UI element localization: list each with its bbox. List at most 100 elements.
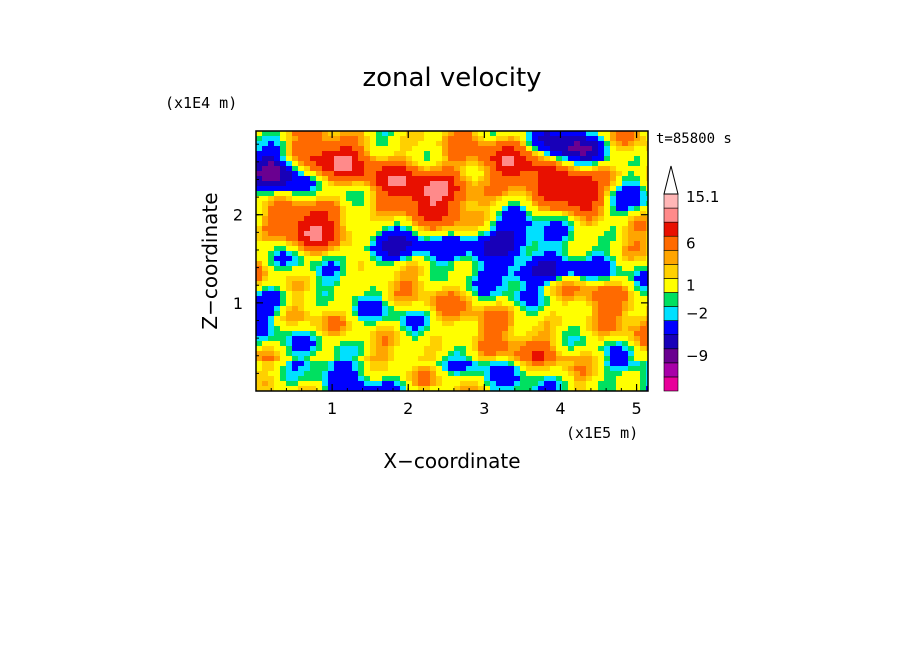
heatmap-cell [400, 221, 407, 227]
heatmap-cell [274, 306, 281, 312]
heatmap-cell [340, 276, 347, 282]
heatmap-cell [340, 261, 347, 267]
heatmap-cell [292, 136, 299, 142]
heatmap-cell [334, 236, 341, 242]
heatmap-cell [466, 216, 473, 222]
heatmap-cell [430, 366, 437, 372]
heatmap-cell [448, 156, 455, 162]
heatmap-cell [610, 291, 617, 297]
heatmap-cell [586, 156, 593, 162]
heatmap-cell [580, 216, 587, 222]
heatmap-cell [496, 196, 503, 202]
heatmap-cell [556, 331, 563, 337]
heatmap-cell [388, 386, 395, 391]
heatmap-cell [568, 156, 575, 162]
heatmap-cell [442, 326, 449, 332]
heatmap-cell [532, 211, 539, 217]
heatmap-cell [556, 296, 563, 302]
heatmap-cell [490, 136, 497, 142]
heatmap-cell [604, 241, 611, 247]
heatmap-cell [454, 296, 461, 302]
heatmap-cell [508, 331, 515, 337]
heatmap-cell [526, 211, 533, 217]
heatmap-cell [598, 366, 605, 372]
heatmap-cell [604, 331, 611, 337]
heatmap-cell [586, 381, 593, 387]
heatmap-cell [574, 296, 581, 302]
heatmap-cell [316, 356, 323, 362]
heatmap-cell [352, 146, 359, 152]
heatmap-cell [496, 216, 503, 222]
heatmap-cell [556, 371, 563, 377]
heatmap-cell [364, 156, 371, 162]
heatmap-cell [526, 281, 533, 287]
heatmap-cell [280, 366, 287, 372]
heatmap-cell [460, 136, 467, 142]
heatmap-cell [598, 251, 605, 257]
heatmap-cell [526, 361, 533, 367]
heatmap-cell [592, 221, 599, 227]
y-multiplier-label: (x1E4 m) [165, 94, 237, 112]
heatmap-cell [310, 226, 317, 232]
heatmap-cell [442, 286, 449, 292]
heatmap-cell [568, 271, 575, 277]
heatmap-cell [400, 211, 407, 217]
heatmap-cell [298, 276, 305, 282]
heatmap-cell [436, 241, 443, 247]
heatmap-cell [484, 386, 491, 391]
heatmap-cell [418, 156, 425, 162]
heatmap-cell [502, 226, 509, 232]
heatmap-cell [574, 161, 581, 167]
heatmap-cell [274, 191, 281, 197]
heatmap-cell [430, 256, 437, 262]
heatmap-cell [394, 291, 401, 297]
heatmap-cell [448, 306, 455, 312]
heatmap-cell [316, 136, 323, 142]
heatmap-cell [580, 161, 587, 167]
heatmap-cell [442, 276, 449, 282]
colorbar-label: −2 [686, 305, 708, 323]
heatmap-cell [340, 191, 347, 197]
heatmap-cell [268, 166, 275, 172]
heatmap-cell [646, 291, 648, 297]
heatmap-cell [586, 366, 593, 372]
heatmap-cell [382, 371, 389, 377]
heatmap-cell [418, 306, 425, 312]
heatmap-cell [550, 266, 557, 272]
heatmap-cell [352, 131, 359, 137]
heatmap-cell [394, 346, 401, 352]
heatmap-cell [598, 306, 605, 312]
heatmap-cell [418, 166, 425, 172]
heatmap-cell [436, 371, 443, 377]
heatmap-cell [532, 241, 539, 247]
heatmap-cell [442, 166, 449, 172]
heatmap-cell [274, 171, 281, 177]
heatmap-cell [310, 326, 317, 332]
heatmap-cell [634, 301, 641, 307]
heatmap-cell [358, 241, 365, 247]
heatmap-cell [376, 236, 383, 242]
heatmap-cell [508, 141, 515, 147]
heatmap-cell [364, 311, 371, 317]
heatmap-cell [460, 296, 467, 302]
heatmap-cell [412, 346, 419, 352]
heatmap-cell [550, 176, 557, 182]
heatmap-cell [544, 286, 551, 292]
heatmap-cell [280, 371, 287, 377]
heatmap-cell [508, 266, 515, 272]
heatmap-cell [550, 361, 557, 367]
heatmap-cell [298, 196, 305, 202]
heatmap-cell [424, 336, 431, 342]
heatmap-cell [328, 321, 335, 327]
heatmap-cell [448, 311, 455, 317]
heatmap-cell [466, 321, 473, 327]
heatmap-cell [388, 236, 395, 242]
heatmap-cell [322, 216, 329, 222]
heatmap-cell [334, 331, 341, 337]
heatmap-cell [310, 316, 317, 322]
heatmap-cell [280, 256, 287, 262]
heatmap-cell [550, 216, 557, 222]
heatmap-cell [484, 201, 491, 207]
heatmap-cell [598, 216, 605, 222]
heatmap-cell [592, 381, 599, 387]
